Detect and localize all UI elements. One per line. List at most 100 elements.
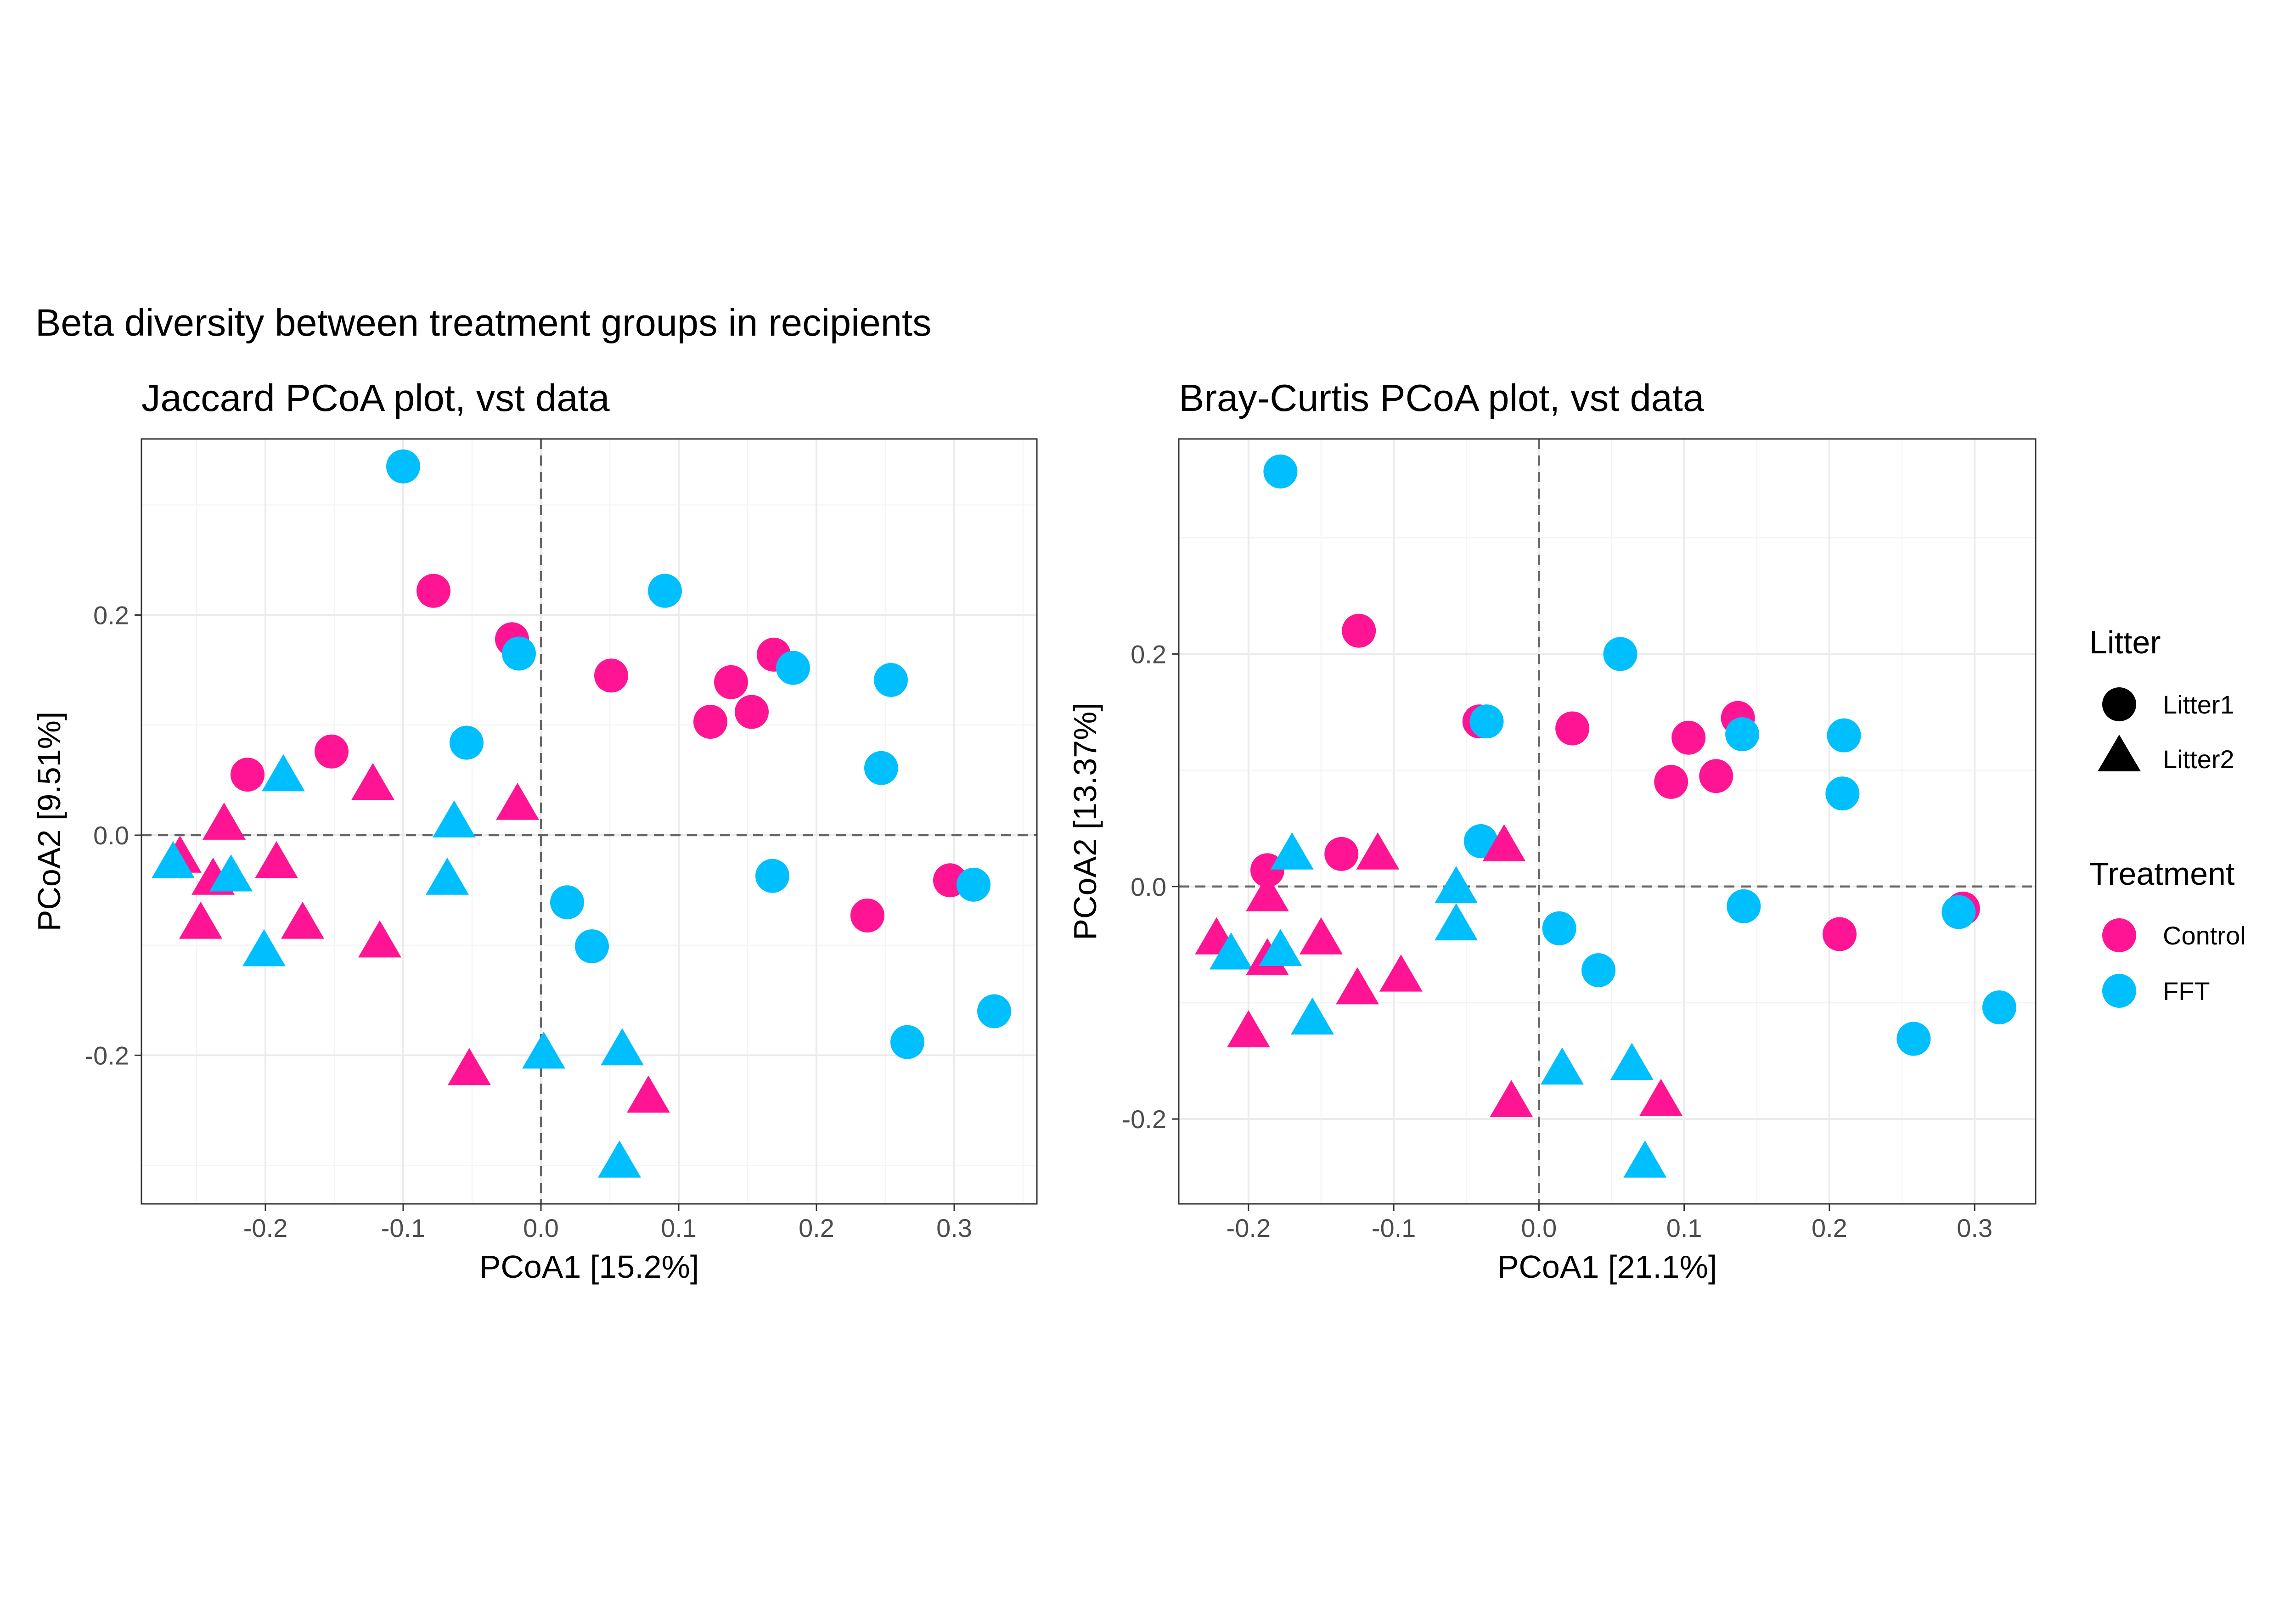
x-tick-label: 0.3 xyxy=(936,1214,972,1242)
legend-title-treatment: Treatment xyxy=(2089,856,2234,892)
data-point-circle xyxy=(1827,718,1861,753)
legend-label-litter2: Litter2 xyxy=(2163,745,2234,774)
data-point-triangle xyxy=(1435,866,1478,904)
data-point-circle xyxy=(1654,764,1688,799)
zero-reference-lines xyxy=(141,439,1037,1204)
y-tick-label: 0.2 xyxy=(1131,640,1166,669)
data-point-circle xyxy=(714,665,748,699)
data-point-circle xyxy=(1263,454,1298,489)
data-point-circle xyxy=(1825,776,1860,811)
data-point-triangle xyxy=(262,754,305,792)
data-point-circle xyxy=(575,929,609,964)
data-point-triangle xyxy=(1379,954,1423,992)
data-point-circle xyxy=(1727,889,1761,923)
data-point-triangle xyxy=(1227,1010,1270,1048)
zero-reference-lines xyxy=(1179,439,2036,1204)
data-point-triangle xyxy=(426,857,469,895)
legend-swatch-control xyxy=(2102,918,2136,952)
data-point-triangle xyxy=(1245,874,1289,911)
data-point-circle xyxy=(864,751,898,785)
legend-swatch-fft xyxy=(2102,974,2136,1008)
plot-area xyxy=(141,439,1037,1204)
y-axis-title: PCoA2 [9.51%] xyxy=(31,712,67,932)
data-point-triangle xyxy=(358,920,401,958)
data-point-triangle xyxy=(152,841,195,878)
data-point-triangle xyxy=(1490,1080,1533,1118)
legend: Litter Litter1 Litter2 Treatment Control… xyxy=(2089,624,2246,1008)
data-point-triangle xyxy=(1610,1043,1654,1080)
data-point-circle xyxy=(890,1025,924,1059)
axis-ticks: -0.2 -0.1 0.0 0.1 0.2 0.3 -0.2 0.0 0.2 xyxy=(85,601,972,1242)
y-axis-title: PCoA2 [13.37%] xyxy=(1067,702,1103,940)
x-tick-label: -0.2 xyxy=(1227,1214,1271,1242)
y-tick-label: 0.0 xyxy=(1131,872,1166,901)
data-point-triangle xyxy=(601,1028,644,1066)
panel-title: Bray-Curtis PCoA plot, vst data xyxy=(1179,376,1705,419)
data-point-circle xyxy=(693,705,727,739)
panel-border xyxy=(1178,438,2037,1205)
data-point-circle xyxy=(594,658,628,693)
bray-curtis-panel: Bray-Curtis PCoA plot, vst data -0.2 -0.1… xyxy=(1067,376,2037,1285)
x-tick-label: -0.1 xyxy=(381,1214,426,1242)
data-points xyxy=(152,449,1011,1178)
y-tick-label: -0.2 xyxy=(1122,1105,1167,1134)
x-tick-label: 0.1 xyxy=(1666,1214,1702,1242)
data-point-triangle xyxy=(1290,997,1334,1035)
data-point-circle xyxy=(315,734,349,769)
data-point-triangle xyxy=(448,1048,491,1085)
legend-triangle-icon xyxy=(2098,735,2141,771)
data-point-circle xyxy=(1823,917,1857,951)
data-point-circle xyxy=(502,636,536,671)
panel-border xyxy=(141,438,1038,1205)
x-tick-label: 0.3 xyxy=(1957,1214,1992,1242)
x-tick-label: -0.2 xyxy=(243,1214,288,1242)
data-point-circle xyxy=(1603,637,1638,671)
panel-title: Jaccard PCoA plot, vst data xyxy=(141,376,610,419)
legend-label-control: Control xyxy=(2163,921,2246,950)
data-point-triangle xyxy=(627,1075,670,1113)
data-point-circle xyxy=(1581,953,1616,988)
legend-label-litter1: Litter1 xyxy=(2163,690,2234,719)
data-point-circle xyxy=(1699,759,1733,793)
figure-title: Beta diversity between treatment groups … xyxy=(35,301,932,344)
x-axis-title: PCoA1 [21.1%] xyxy=(1497,1249,1717,1285)
data-points xyxy=(1195,454,2016,1178)
data-point-circle xyxy=(1725,717,1760,752)
data-point-triangle xyxy=(1336,967,1379,1005)
data-point-triangle xyxy=(522,1031,565,1069)
data-point-triangle xyxy=(1540,1047,1584,1085)
data-point-circle xyxy=(874,663,908,697)
plot-area xyxy=(1179,439,2036,1204)
data-point-triangle xyxy=(1639,1079,1683,1116)
x-tick-label: 0.1 xyxy=(661,1214,697,1242)
data-point-triangle xyxy=(1435,903,1478,941)
data-point-triangle xyxy=(1270,832,1314,870)
data-point-circle xyxy=(450,725,484,760)
data-point-triangle xyxy=(1259,929,1302,966)
data-point-circle xyxy=(550,885,584,920)
x-tick-label: 0.2 xyxy=(799,1214,834,1242)
legend-label-fft: FFT xyxy=(2163,977,2210,1006)
x-axis-title: PCoA1 [15.2%] xyxy=(479,1249,699,1285)
data-point-circle xyxy=(850,898,884,933)
data-point-circle xyxy=(386,449,420,483)
y-tick-label: -0.2 xyxy=(85,1041,129,1070)
y-tick-label: 0.2 xyxy=(93,601,129,630)
legend-title-litter: Litter xyxy=(2089,624,2161,660)
jaccard-panel: Jaccard PCoA plot, vst data -0.2 -0.1 0.0 0… xyxy=(31,376,1038,1285)
axis-ticks: -0.2 -0.1 0.0 0.1 0.2 0.3 -0.2 0.0 0.2 xyxy=(1122,640,1993,1242)
data-point-circle xyxy=(1982,990,2016,1025)
data-point-circle xyxy=(1555,711,1590,746)
data-point-triangle xyxy=(281,901,324,939)
data-point-triangle xyxy=(1356,832,1400,870)
x-tick-label: -0.1 xyxy=(1372,1214,1416,1242)
data-point-circle xyxy=(1542,911,1576,945)
data-point-triangle xyxy=(1209,932,1253,970)
x-tick-label: 0.0 xyxy=(523,1214,559,1242)
data-point-circle xyxy=(735,695,769,729)
data-point-triangle xyxy=(351,763,394,800)
data-point-triangle xyxy=(496,782,539,820)
legend-circle-icon xyxy=(2102,687,2136,721)
data-point-circle xyxy=(648,573,682,608)
data-point-circle xyxy=(416,573,450,608)
